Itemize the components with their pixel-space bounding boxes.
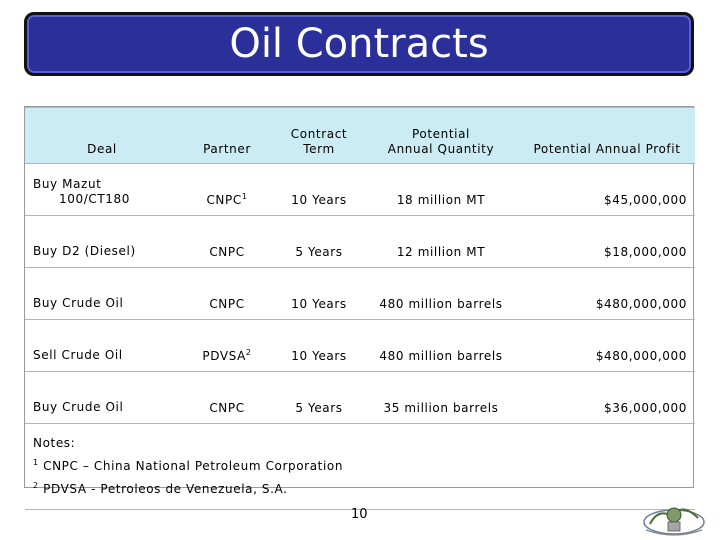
profit-cell: $480,000,000	[519, 319, 695, 372]
title-banner: Oil Contracts	[24, 12, 694, 76]
partner-cell: CNPC	[179, 267, 275, 320]
partner-cell: CNPC	[179, 371, 275, 424]
table-row: Sell Crude Oil PDVSA2 10 Years 480 milli…	[25, 319, 695, 372]
table-header-row: Deal Partner Contract Term Potential Ann…	[25, 107, 695, 164]
deal-cell: Buy D2 (Diesel)	[25, 215, 179, 268]
partner-cell: PDVSA2	[179, 319, 275, 372]
footnote-2: 2 PDVSA - Petroleos de Venezuela, S.A.	[33, 478, 687, 501]
term-cell: 5 Years	[275, 371, 363, 424]
footnote-1-number: 1	[33, 458, 39, 467]
deal-cell: Sell Crude Oil	[25, 319, 179, 372]
page-number: 10	[351, 507, 368, 522]
notes-label: Notes:	[33, 436, 76, 450]
footnote-2-number: 2	[33, 481, 39, 490]
term-cell: 10 Years	[275, 163, 363, 216]
notes-row: Notes: 1 CNPC – China National Petroleum…	[25, 423, 695, 510]
quantity-cell: 35 million barrels	[363, 371, 519, 424]
header-qty-line1: Potential	[412, 127, 470, 141]
term-cell: 5 Years	[275, 215, 363, 268]
profit-cell: $45,000,000	[519, 163, 695, 216]
deal-line1: Buy Mazut	[33, 177, 102, 191]
term-cell: 10 Years	[275, 319, 363, 372]
footnote-2-text: PDVSA - Petroleos de Venezuela, S.A.	[43, 482, 288, 496]
table-row: Buy Crude Oil CNPC 5 Years 35 million ba…	[25, 371, 695, 424]
footnote-1-text: CNPC – China National Petroleum Corporat…	[43, 459, 344, 473]
deal-cell: Buy Mazut 100/CT180	[25, 163, 179, 216]
header-annual-profit: Potential Annual Profit	[519, 107, 695, 164]
partner-name: PDVSA	[202, 349, 246, 363]
deal-cell: Buy Crude Oil	[25, 267, 179, 320]
partner-cell: CNPC	[179, 215, 275, 268]
table-row: Buy Crude Oil CNPC 10 Years 480 million …	[25, 267, 695, 320]
footnote-ref: 1	[241, 192, 248, 201]
contracts-table-container: Deal Partner Contract Term Potential Ann…	[24, 106, 695, 510]
header-term-line2: Term	[303, 142, 335, 156]
partner-cell: CNPC1	[179, 163, 275, 216]
partner-name: CNPC	[206, 193, 242, 207]
footnote-ref: 2	[245, 348, 252, 357]
deal-cell: Buy Crude Oil	[25, 371, 179, 424]
header-annual-quantity: Potential Annual Quantity	[363, 107, 519, 164]
header-term-line1: Contract	[290, 127, 348, 141]
table-row: Buy Mazut 100/CT180 CNPC1 10 Years 18 mi…	[25, 163, 695, 216]
quantity-cell: 480 million barrels	[363, 319, 519, 372]
slide-title: Oil Contracts	[229, 21, 489, 67]
profit-cell: $18,000,000	[519, 215, 695, 268]
quantity-cell: 18 million MT	[363, 163, 519, 216]
deal-line2: 100/CT180	[59, 192, 130, 206]
header-deal: Deal	[25, 107, 179, 164]
profit-cell: $480,000,000	[519, 267, 695, 320]
header-partner: Partner	[179, 107, 275, 164]
contracts-table: Deal Partner Contract Term Potential Ann…	[25, 107, 695, 510]
table-row: Buy D2 (Diesel) CNPC 5 Years 12 million …	[25, 215, 695, 268]
logo-icon	[643, 507, 705, 536]
quantity-cell: 480 million barrels	[363, 267, 519, 320]
header-contract-term: Contract Term	[275, 107, 363, 164]
profit-cell: $36,000,000	[519, 371, 695, 424]
header-qty-line2: Annual Quantity	[387, 142, 495, 156]
quantity-cell: 12 million MT	[363, 215, 519, 268]
term-cell: 10 Years	[275, 267, 363, 320]
footnote-1: 1 CNPC – China National Petroleum Corpor…	[33, 455, 687, 478]
notes-cell: Notes: 1 CNPC – China National Petroleum…	[25, 423, 695, 510]
